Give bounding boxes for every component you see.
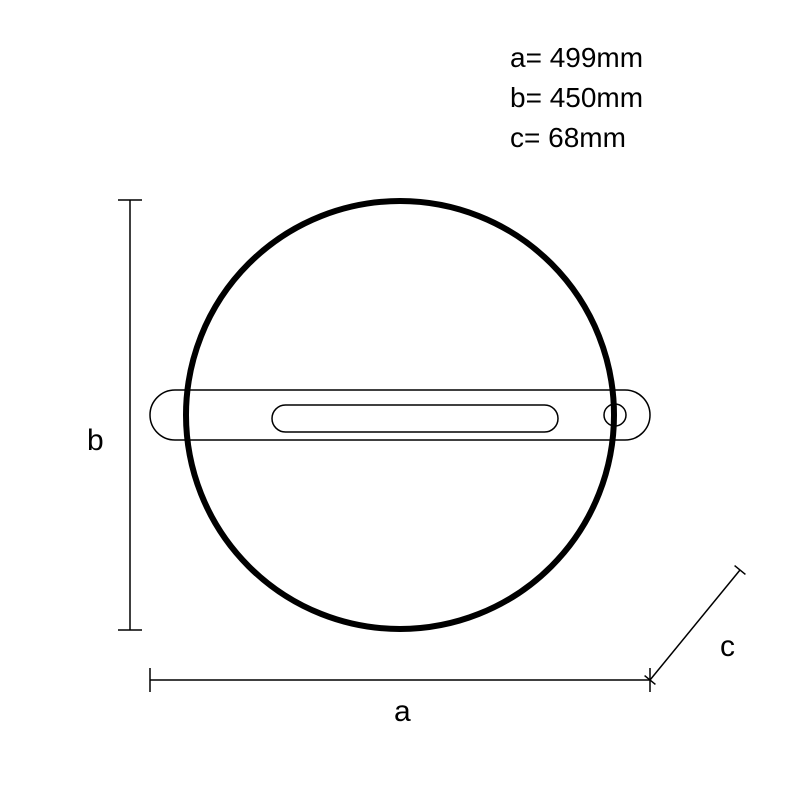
dimension-label-c: c (720, 630, 735, 664)
diagram-canvas: a= 499mm b= 450mm c= 68mm a b c (0, 0, 800, 800)
dimension-legend: a= 499mm b= 450mm c= 68mm (510, 38, 643, 158)
technical-drawing-svg (0, 0, 800, 800)
dimension-label-a: a (394, 695, 411, 729)
legend-a: a= 499mm (510, 38, 643, 78)
legend-c: c= 68mm (510, 118, 643, 158)
dimension-label-b: b (87, 424, 104, 458)
legend-b: b= 450mm (510, 78, 643, 118)
